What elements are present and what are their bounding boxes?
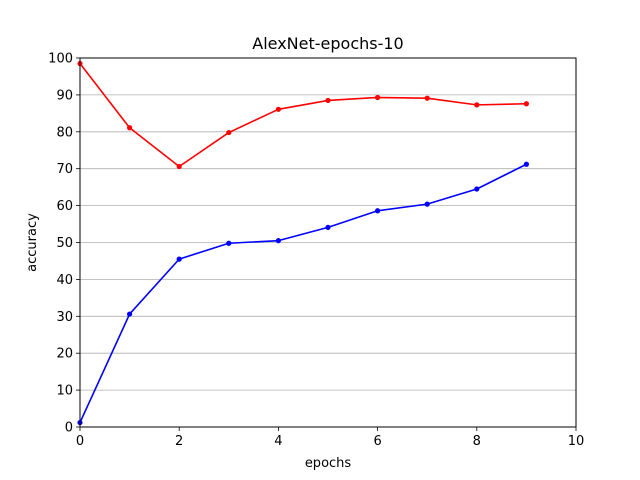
- series-1-point-8: [474, 186, 480, 192]
- series-1-point-9: [523, 161, 530, 167]
- series-0-point-1: [127, 125, 133, 131]
- series-0-point-8: [474, 102, 480, 108]
- series-0-point-9: [523, 101, 530, 107]
- series-group: [77, 60, 530, 426]
- chart-title: AlexNet-epochs-10: [252, 34, 403, 53]
- x-axis-title: epochs: [305, 456, 352, 471]
- y-tick-label-90: 90: [56, 88, 73, 103]
- series-0-point-3: [226, 129, 232, 136]
- y-tick-label-50: 50: [56, 236, 73, 251]
- series-1-point-1: [127, 311, 133, 317]
- y-tick-label-20: 20: [56, 347, 73, 362]
- y-axis-title: accuracy: [25, 213, 40, 272]
- x-tick-label-6: 6: [373, 434, 381, 449]
- series-0-point-2: [176, 163, 182, 170]
- series-0-point-6: [375, 94, 381, 101]
- y-tick-label-70: 70: [56, 162, 73, 177]
- x-tick-label-0: 0: [76, 434, 84, 449]
- x-tick-label-4: 4: [274, 434, 282, 449]
- series-1-point-7: [424, 201, 430, 207]
- series-1-point-5: [325, 224, 331, 230]
- y-axis: 0 10 20 30 40 50 60 70 80 90 100: [48, 52, 80, 436]
- series-0-point-5: [325, 97, 331, 104]
- series-0-line: [79, 63, 527, 168]
- series-1-point-4: [275, 238, 281, 244]
- series-0-point-4: [275, 106, 281, 112]
- y-tick-label-30: 30: [56, 310, 73, 325]
- x-tick-label-8: 8: [473, 434, 481, 449]
- series-1-line: [79, 163, 527, 423]
- y-tick-label-0: 0: [65, 421, 73, 436]
- y-tick-label-10: 10: [56, 384, 73, 399]
- series-1-point-2: [176, 256, 182, 262]
- y-tick-label-60: 60: [56, 199, 73, 214]
- series-1-point-6: [375, 208, 381, 214]
- series-0-point-7: [424, 95, 430, 101]
- x-axis: 0 2 4 6 8 10: [76, 427, 584, 449]
- y-tick-label-100: 100: [48, 52, 73, 67]
- y-tick-label-40: 40: [56, 273, 73, 288]
- series-1-point-3: [226, 240, 232, 246]
- y-tick-label-80: 80: [56, 125, 73, 140]
- x-tick-label-2: 2: [175, 434, 183, 449]
- x-tick-label-10: 10: [568, 434, 585, 449]
